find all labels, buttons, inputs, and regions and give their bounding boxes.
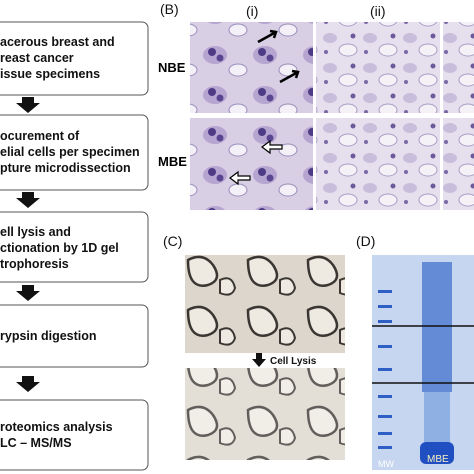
arrow-label: Cell Lysis	[270, 356, 317, 367]
step-text: LC – MS/MS	[0, 436, 72, 450]
step-text: ell lysis and	[0, 225, 71, 239]
workflow	[0, 21, 149, 471]
pointer-arrows	[257, 29, 300, 84]
column-label: (i)	[246, 3, 258, 19]
step-text: ctionation by 1D gel	[0, 241, 119, 255]
step-text: acerous breast and	[0, 35, 115, 49]
step-box	[0, 399, 149, 471]
photo	[185, 368, 345, 460]
step-text: pture microdissection	[0, 161, 131, 175]
row-label: NBE	[158, 60, 186, 75]
down-arrow	[252, 353, 266, 367]
lane-label: MBE	[427, 454, 449, 465]
sample-front	[420, 442, 454, 464]
marker-bands	[378, 290, 392, 449]
down-arrow	[16, 192, 40, 208]
step-text: issue specimens	[0, 67, 100, 81]
photo	[185, 255, 345, 353]
row-label: MBE	[158, 154, 187, 169]
step-box	[0, 114, 149, 191]
micrograph	[316, 22, 440, 113]
step-box	[0, 211, 149, 283]
down-arrow	[16, 97, 40, 113]
down-arrow	[16, 376, 40, 392]
panel-label: (B)	[160, 1, 179, 17]
step-box	[0, 304, 149, 368]
sample-lane	[424, 392, 450, 442]
sample-lane	[422, 262, 452, 392]
arrows	[16, 97, 40, 392]
step-text: elial cells per specimen	[0, 145, 140, 159]
lane-label: MW	[378, 459, 394, 469]
micrograph	[316, 118, 440, 210]
micrograph	[443, 118, 474, 210]
pointer-arrows	[229, 139, 283, 186]
panel-label: (C)	[163, 233, 182, 249]
step-text: roteomics analysis	[0, 420, 113, 434]
step-text: ocurement of	[0, 129, 80, 143]
step-text: trophoresis	[0, 257, 69, 271]
micrograph	[443, 22, 474, 113]
step-text: reast cancer	[0, 51, 74, 65]
column-label: (ii)	[370, 3, 386, 19]
micrograph	[190, 22, 313, 113]
step-box	[0, 21, 149, 96]
step-text: rypsin digestion	[0, 329, 97, 343]
panel-label: (D)	[356, 233, 375, 249]
micrograph	[190, 118, 313, 210]
down-arrow	[16, 285, 40, 301]
